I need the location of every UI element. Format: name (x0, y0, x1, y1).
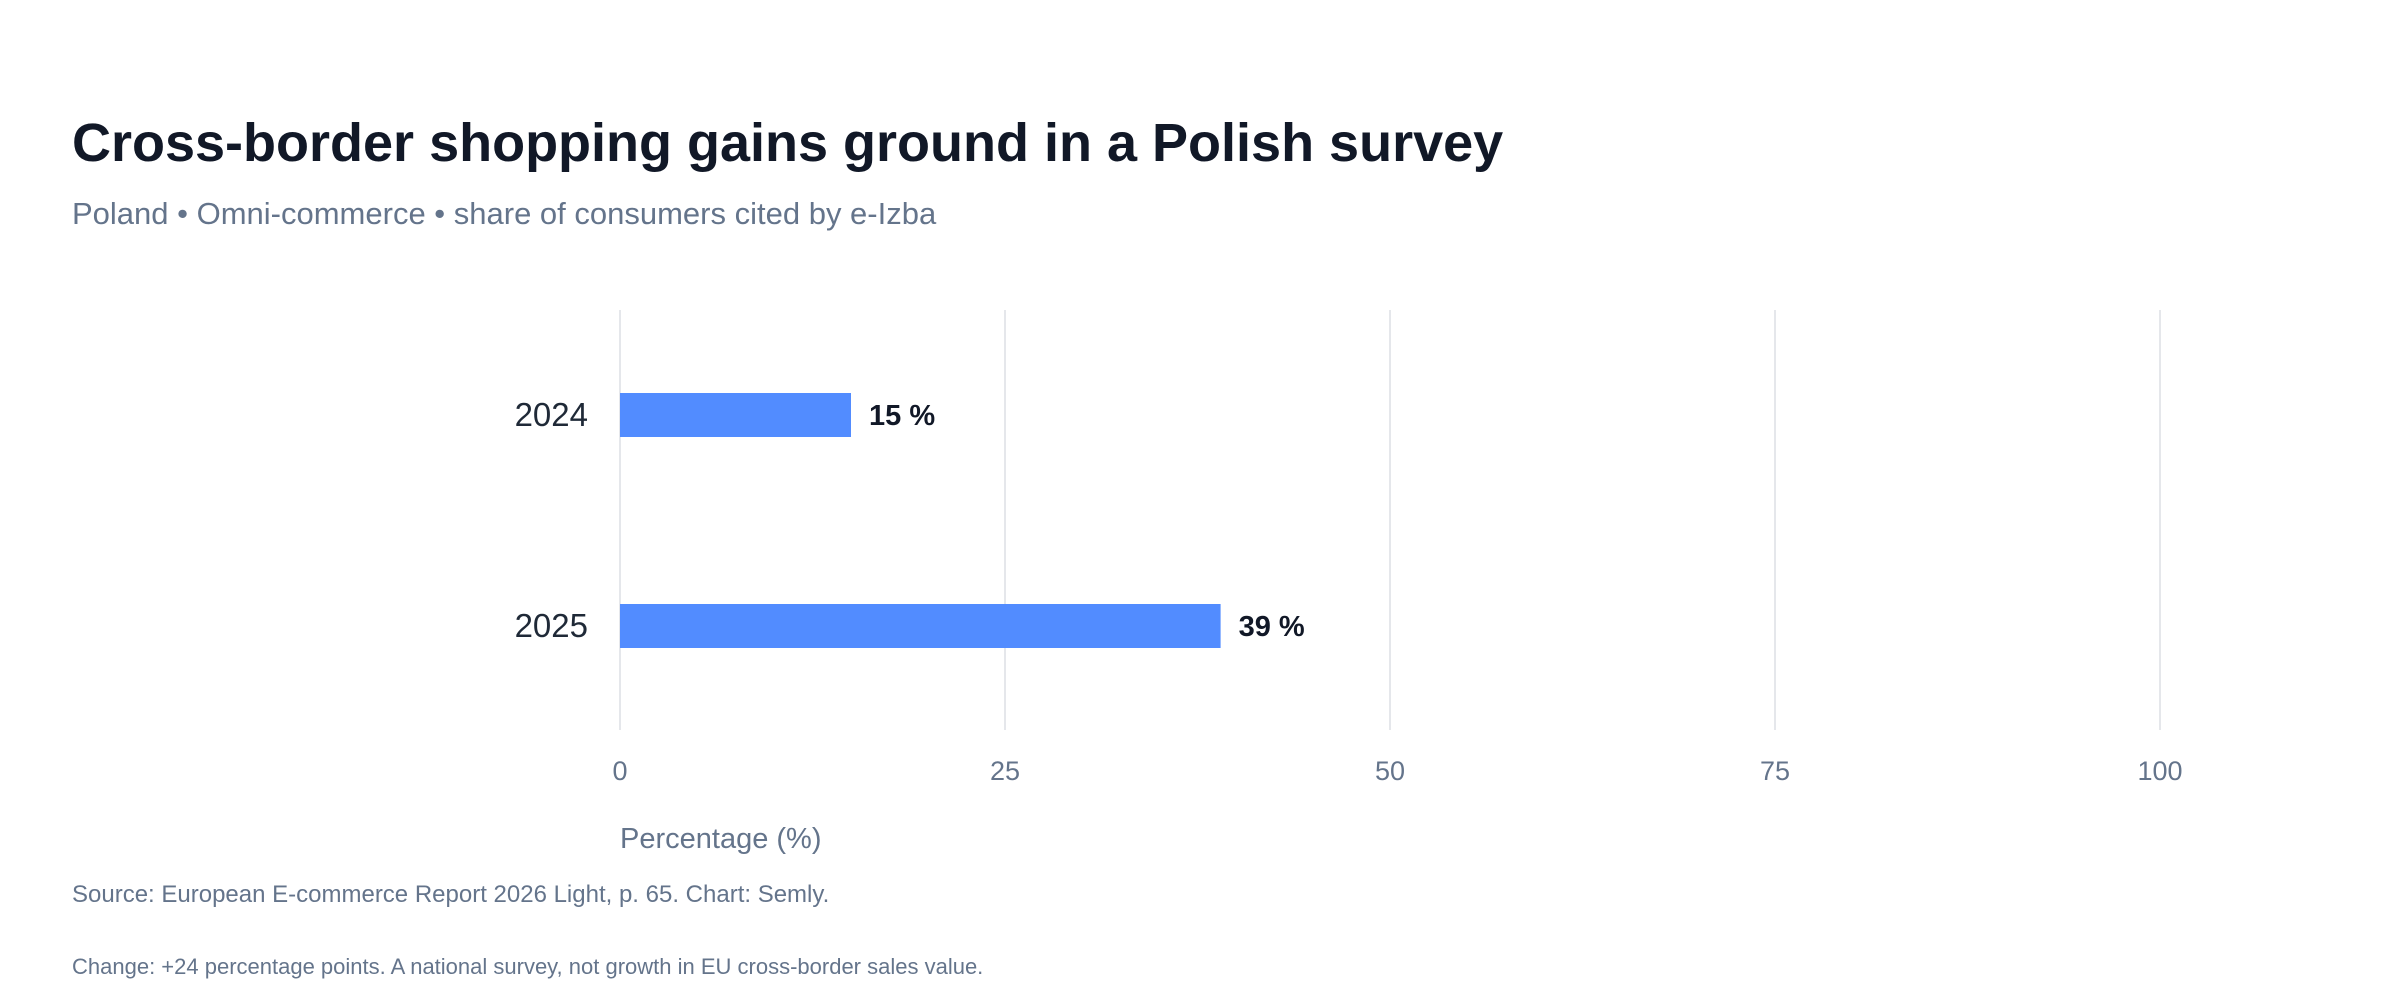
category-label: 2025 (515, 607, 588, 644)
x-tick-label: 75 (1760, 756, 1790, 786)
grid-lines (619, 310, 2161, 730)
value-label: 39 % (1239, 611, 1305, 643)
x-tick-label: 50 (1375, 756, 1405, 786)
chart-subtitle: Poland • Omni-commerce • share of consum… (72, 196, 937, 231)
x-tick-label: 25 (990, 756, 1020, 786)
value-label: 15 % (869, 400, 935, 432)
labels: 0 25 50 75 100 2024 15 % 2025 39 % Percentage (%) (515, 396, 2183, 855)
source-note: Source: European E-commerce Report 2026 … (72, 881, 830, 908)
chart-title: Cross-border shopping gains ground in a … (72, 113, 1504, 173)
bars (620, 393, 1221, 648)
bar-2025 (620, 604, 1221, 648)
x-tick-label: 0 (612, 756, 627, 786)
x-axis-title: Percentage (%) (620, 823, 822, 855)
category-label: 2024 (515, 396, 588, 433)
change-note: Change: +24 percentage points. A nationa… (72, 954, 984, 979)
x-tick-label: 100 (2137, 756, 2182, 786)
bar-2024 (620, 393, 851, 437)
